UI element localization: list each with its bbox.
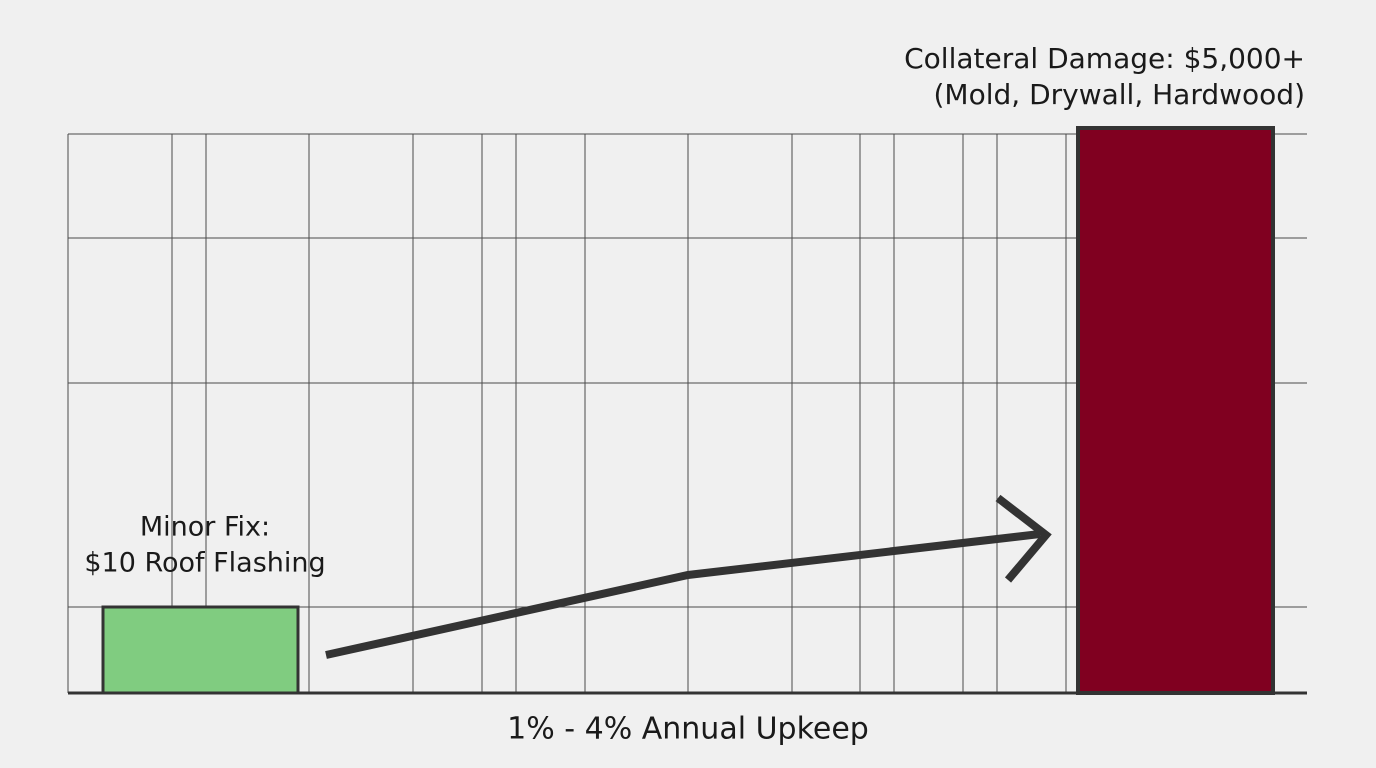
collateral-label: Collateral Damage: $5,000+: [904, 42, 1305, 75]
collateral-detail: (Mold, Drywall, Hardwood): [934, 78, 1306, 111]
minor-fix-bar: [101, 605, 300, 695]
arrow-line: [325, 530, 1041, 659]
grid: [67, 133, 1307, 693]
arrow-head: [995, 494, 1052, 583]
minor-fix-detail: $10 Roof Flashing: [84, 548, 325, 579]
axis-caption: 1% - 4% Annual Upkeep: [507, 712, 869, 747]
collateral-bar: [1076, 126, 1275, 695]
minor-fix-label: Minor Fix:: [140, 512, 270, 543]
